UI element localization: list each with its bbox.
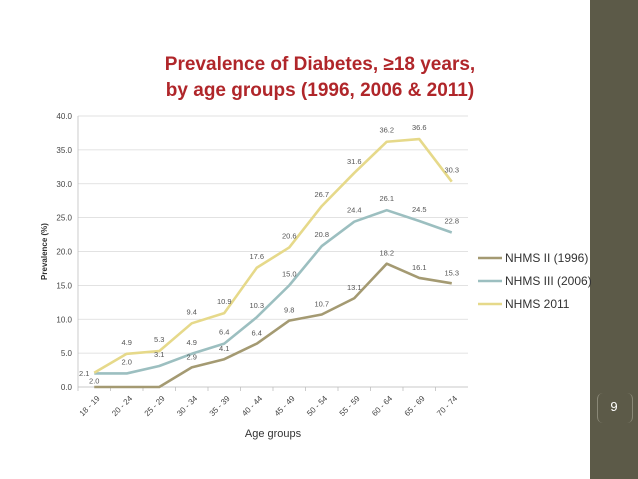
x-tick-label: 40 - 44 xyxy=(240,394,264,418)
data-label: 36.2 xyxy=(379,126,394,135)
data-label: 20.6 xyxy=(282,231,297,240)
legend-label: NHMS II (1996) xyxy=(505,251,588,265)
series-line xyxy=(93,137,453,374)
data-label: 2.0 xyxy=(89,376,99,385)
data-label: 2.1 xyxy=(79,369,89,378)
data-label: 17.6 xyxy=(249,252,264,261)
series-line xyxy=(94,208,453,375)
legend: NHMS II (1996) NHMS III (2006) NHMS 2011 xyxy=(478,251,592,311)
x-tick-label: 70 - 74 xyxy=(435,394,459,418)
chart-title-line-2: by age groups (1996, 2006 & 2011) xyxy=(165,80,475,101)
data-label: 26.1 xyxy=(379,194,394,203)
data-label: 10.3 xyxy=(249,301,264,310)
data-label: 15.0 xyxy=(282,269,297,278)
data-label: 9.4 xyxy=(187,307,197,316)
x-tick-label: 60 - 64 xyxy=(370,394,394,418)
series-line xyxy=(94,262,452,389)
data-labels: 2.9 4.1 6.4 9.8 10.7 13.1 18.2 16.1 15.3 2.0 2.0 3.… xyxy=(79,123,459,385)
x-tick-label: 25 - 29 xyxy=(143,394,167,418)
data-label: 10.9 xyxy=(217,297,232,306)
legend-label: NHMS 2011 xyxy=(505,297,570,311)
data-label: 3.1 xyxy=(154,350,164,359)
x-tick-label: 18 - 19 xyxy=(78,394,102,418)
side-panel xyxy=(590,0,638,479)
data-label: 24.4 xyxy=(347,206,362,215)
y-tick-label: 20.0 xyxy=(56,248,72,257)
data-label: 15.3 xyxy=(444,268,459,277)
y-tick-label: 0.0 xyxy=(61,383,73,392)
y-axis-title: Prevalence (%) xyxy=(40,223,49,280)
data-label: 2.0 xyxy=(122,357,132,366)
page-number: 9 xyxy=(610,399,618,414)
data-label: 24.5 xyxy=(412,205,427,214)
x-axis-title: Age groups xyxy=(245,428,302,440)
y-tick-label: 25.0 xyxy=(56,214,72,223)
data-label: 30.3 xyxy=(444,166,459,175)
gridlines xyxy=(78,115,468,388)
chart-title: Prevalence of Diabetes, ≥18 years, by ag… xyxy=(120,52,520,104)
x-tick-label: 20 - 24 xyxy=(110,394,134,418)
y-tick-label: 15.0 xyxy=(56,281,72,290)
data-label: 36.6 xyxy=(412,123,427,132)
x-tick-label: 50 - 54 xyxy=(305,394,329,418)
data-label: 4.9 xyxy=(187,338,197,347)
x-tick-label: 45 - 49 xyxy=(273,394,297,418)
data-label: 4.9 xyxy=(122,338,132,347)
y-tick-label: 30.0 xyxy=(56,180,72,189)
x-tick-label: 65 - 69 xyxy=(403,394,427,418)
data-label: 22.8 xyxy=(444,217,459,226)
x-tick-label: 55 - 59 xyxy=(338,394,362,418)
y-tick-label: 10.0 xyxy=(56,315,72,324)
chart-title-line-1: Prevalence of Diabetes, ≥18 years, xyxy=(164,54,476,75)
series-lines xyxy=(93,137,453,389)
data-label: 4.1 xyxy=(219,344,229,353)
y-tick-label: 40.0 xyxy=(56,112,72,121)
data-label: 13.1 xyxy=(347,283,362,292)
page-number-box xyxy=(597,393,633,423)
data-label: 26.7 xyxy=(314,190,329,199)
data-label: 9.8 xyxy=(284,306,294,315)
data-label: 6.4 xyxy=(219,328,229,337)
data-label: 6.4 xyxy=(252,329,262,338)
data-label: 10.7 xyxy=(314,300,329,309)
data-label: 5.3 xyxy=(154,335,164,344)
y-tick-label: 35.0 xyxy=(56,146,72,155)
legend-label: NHMS III (2006) xyxy=(505,274,592,288)
data-label: 18.2 xyxy=(379,249,394,258)
data-label: 31.6 xyxy=(347,157,362,166)
x-tick-label: 30 - 34 xyxy=(175,394,199,418)
data-label: 16.1 xyxy=(412,263,427,272)
data-label: 2.9 xyxy=(187,352,197,361)
data-label: 20.8 xyxy=(314,230,329,239)
y-tick-label: 5.0 xyxy=(61,349,73,358)
x-tick-label: 35 - 39 xyxy=(208,394,232,418)
